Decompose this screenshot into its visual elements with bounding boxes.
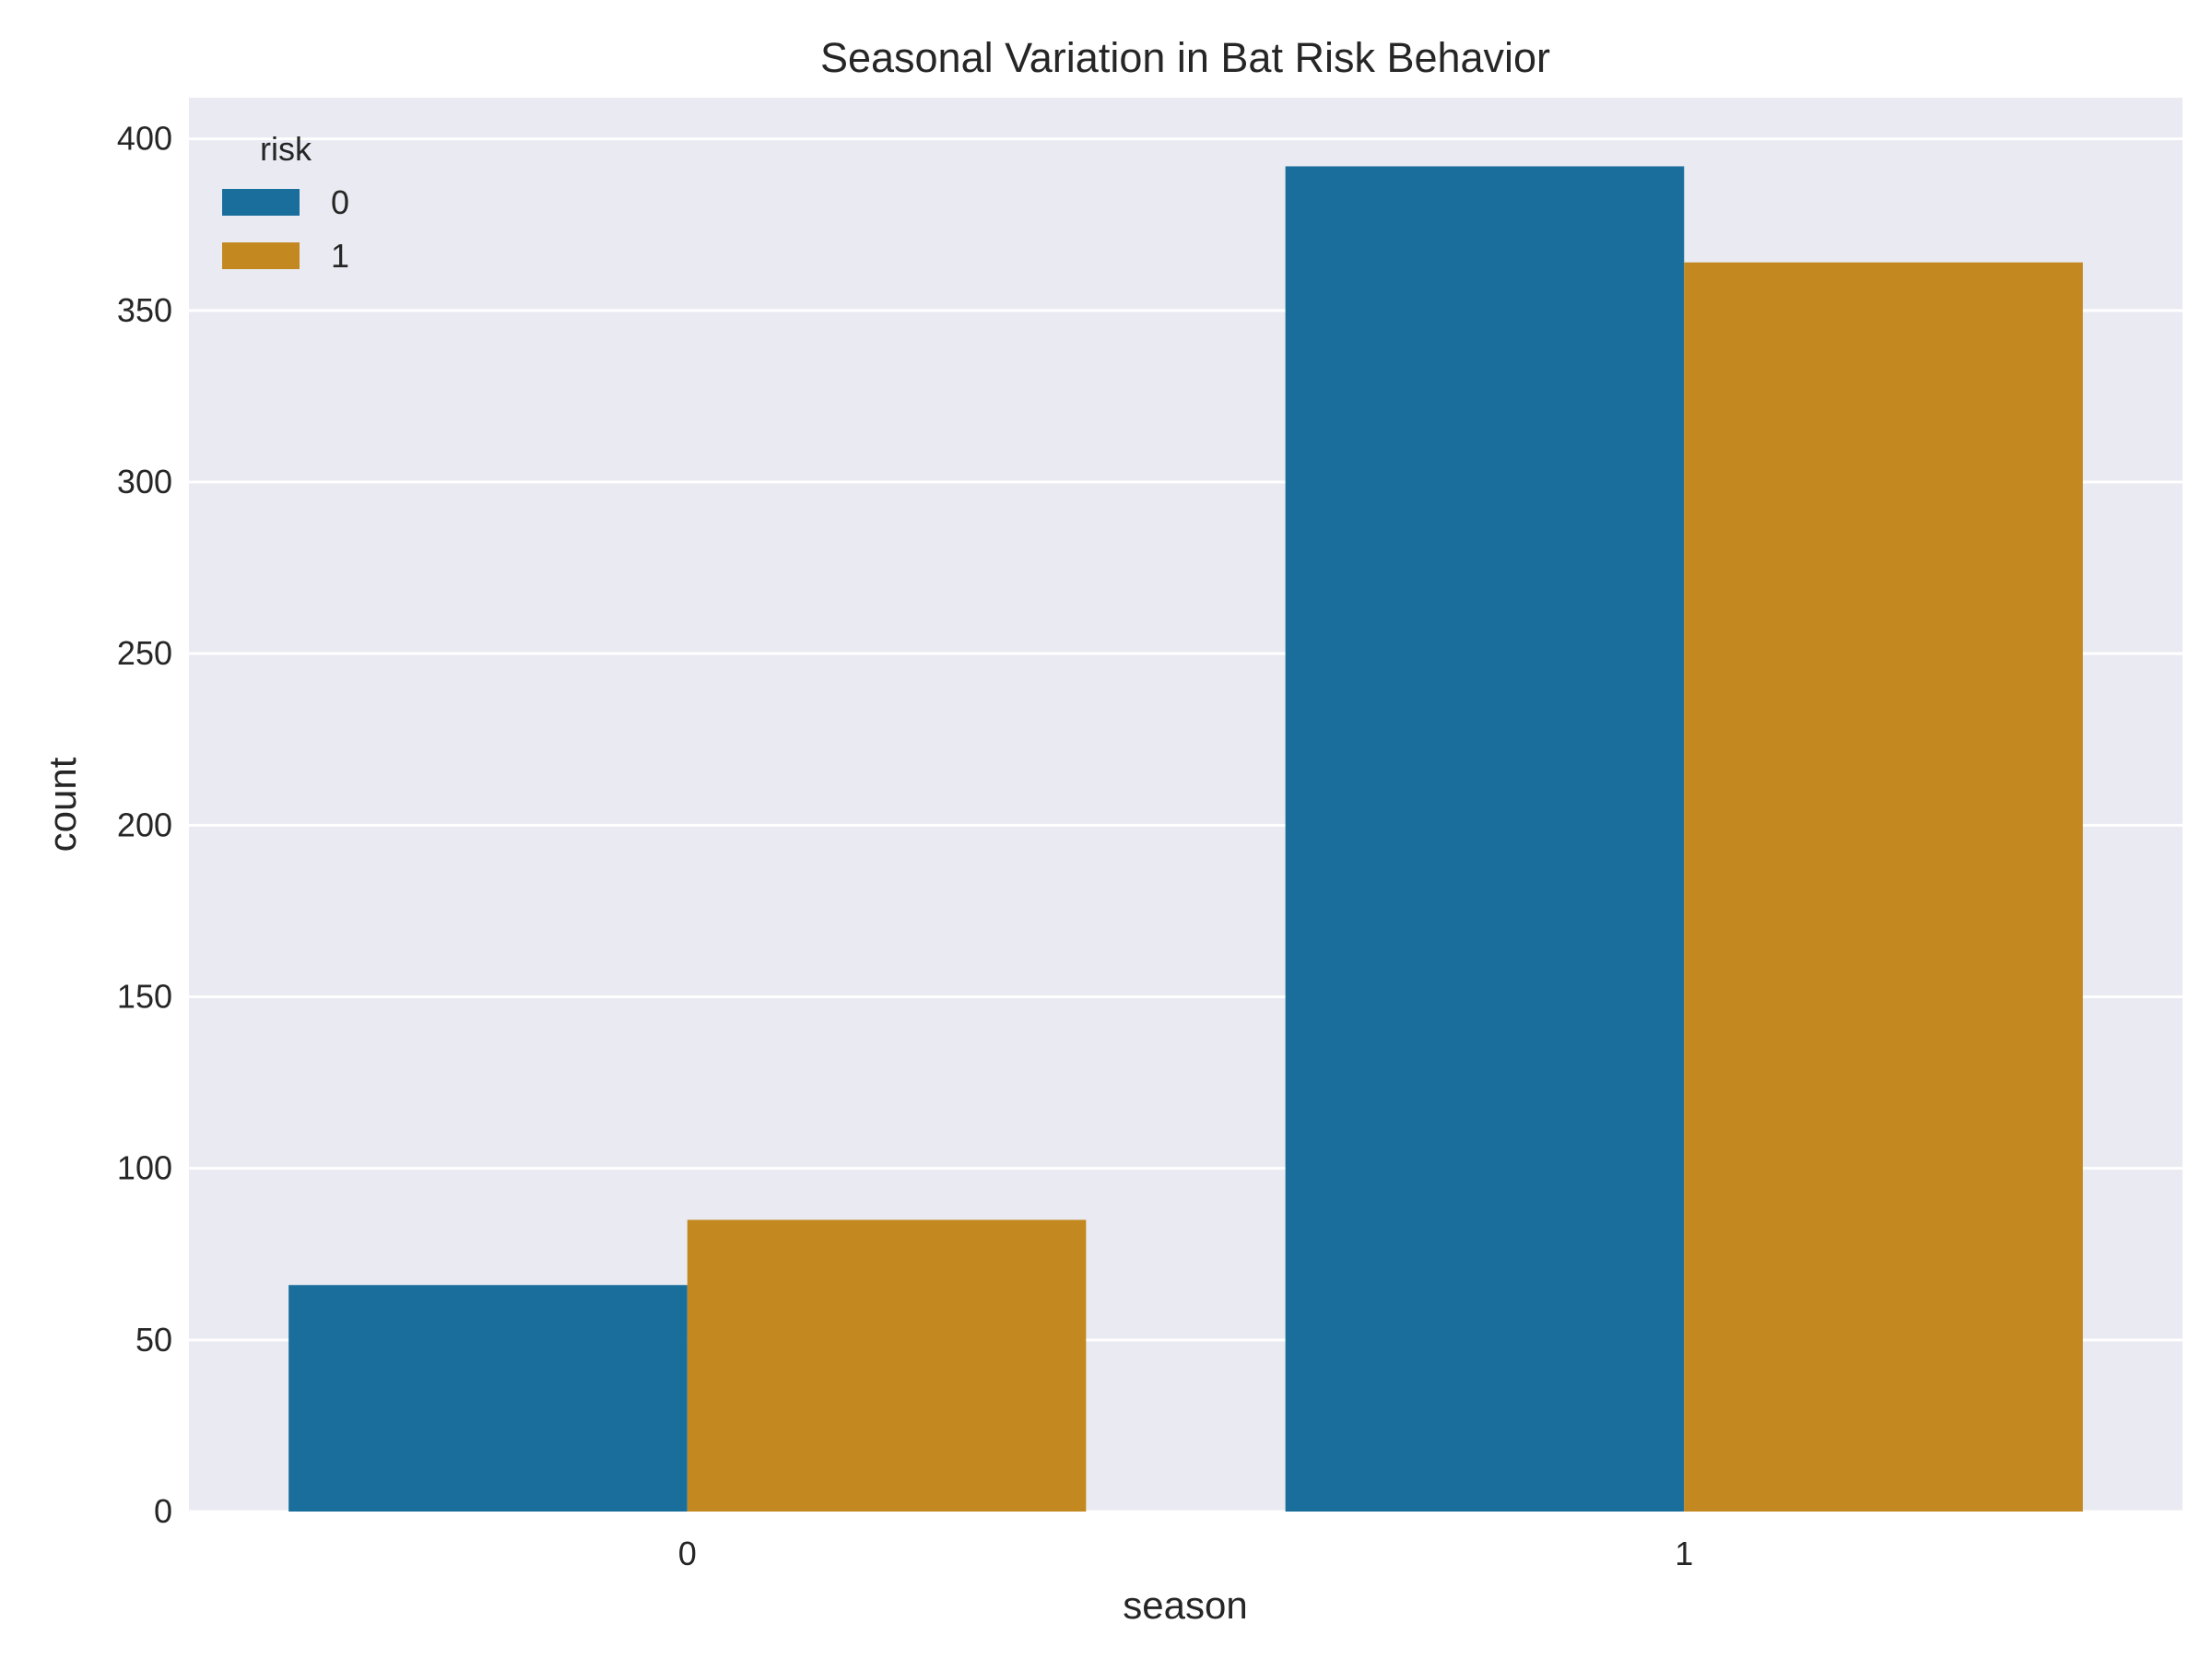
legend: risk 01 [222, 130, 349, 275]
x-tick-label: 0 [678, 1535, 697, 1572]
bar-season-1-risk-1 [1684, 262, 2083, 1512]
y-tick-label: 400 [117, 120, 172, 158]
y-tick-label: 50 [135, 1321, 172, 1359]
legend-items: 01 [222, 183, 349, 275]
y-tick-label: 300 [117, 463, 172, 500]
chart-title: Seasonal Variation in Bat Risk Behavior [820, 34, 1550, 81]
y-tick-label: 100 [117, 1149, 172, 1187]
y-tick-label: 0 [154, 1492, 172, 1530]
bar-season-1-risk-0 [1285, 166, 1685, 1512]
y-tick-label: 200 [117, 806, 172, 843]
bars [288, 166, 2083, 1512]
x-tick-label: 1 [1675, 1535, 1693, 1572]
y-tick-label: 150 [117, 978, 172, 1016]
legend-swatch-1 [222, 242, 300, 269]
bar-season-0-risk-1 [687, 1219, 1087, 1512]
bar-season-0-risk-0 [288, 1285, 688, 1512]
y-tick-label: 250 [117, 634, 172, 672]
y-axis-label: count [41, 757, 84, 852]
x-axis-label: season [1123, 1583, 1247, 1627]
y-tick-label: 350 [117, 291, 172, 329]
legend-swatch-0 [222, 189, 300, 216]
legend-title: risk [260, 130, 312, 168]
y-axis-ticks: 0 50 100 150 200 250 300 350 400 [117, 120, 172, 1530]
legend-label-1: 1 [331, 237, 349, 275]
legend-label-0: 0 [331, 183, 349, 221]
